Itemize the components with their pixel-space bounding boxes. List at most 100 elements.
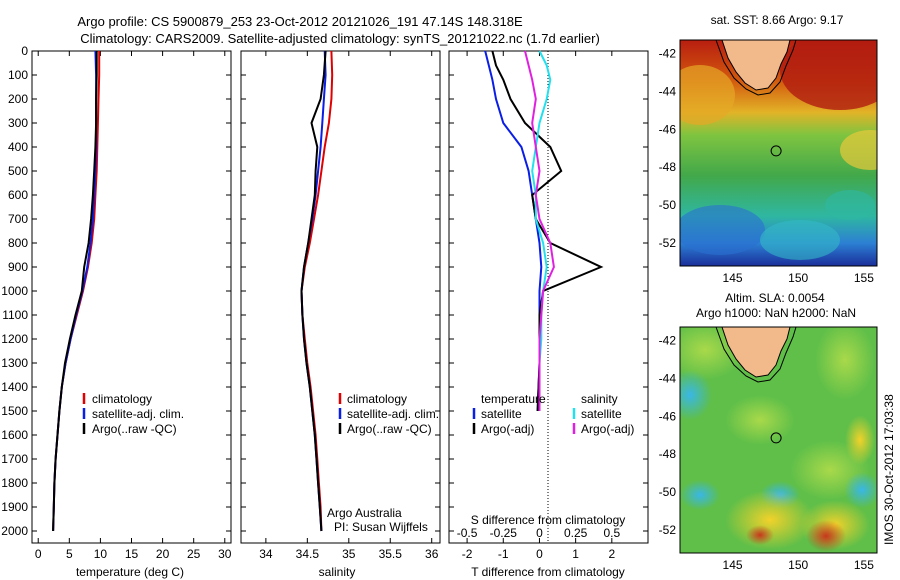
x-tick-label: 10 [94, 547, 108, 561]
x-tick-label: 20 [156, 547, 170, 561]
map-y-tick-label: -48 [659, 160, 677, 174]
series-line-salinity-argo-adj [524, 50, 555, 411]
x-tick-label: 5 [66, 547, 73, 561]
map-y-tick-label: -48 [659, 447, 677, 461]
difference-legend: temperature salinity satellite Argo(-adj… [472, 392, 634, 436]
x-tick-label: -1 [498, 547, 509, 561]
sst-map-axes [679, 39, 878, 267]
map-x-tick-label: 145 [723, 558, 743, 572]
legend-label-climatology: climatology [92, 392, 152, 406]
series-line-argo-raw-qc [300, 50, 327, 532]
figure-title-line2: Climatology: CARS2009. Satellite-adjuste… [80, 31, 600, 46]
map-y-tick-label: -46 [659, 122, 677, 136]
x-top-tick-label: 0.25 [564, 526, 588, 540]
y-tick-label: 900 [8, 260, 28, 274]
sla-argo-marker [770, 432, 782, 444]
x-tick-label: 0 [35, 547, 42, 561]
y-tick-label: 1300 [1, 356, 28, 370]
x-tick-label: 1 [572, 547, 579, 561]
temperature-xlabel: temperature (deg C) [76, 565, 184, 579]
salinity-annotation-line2: PI: Susan Wijffels [334, 520, 428, 534]
x-top-tick-label: 0.5 [603, 526, 620, 540]
x-tick-label: 30 [218, 547, 232, 561]
legend-header-salinity: salinity [581, 392, 618, 406]
shelf-contour [715, 40, 797, 96]
map-y-tick-label: -50 [659, 198, 677, 212]
legend-label-argo: Argo(..raw -QC) [347, 422, 432, 436]
map-y-tick-label: -44 [659, 84, 677, 98]
series-line-argo-raw-qc [52, 51, 98, 532]
y-tick-label: 200 [8, 92, 28, 106]
legend-label-temp-satellite: satellite [481, 407, 522, 421]
x-tick-label: 0 [536, 547, 543, 561]
y-tick-label: 1400 [1, 380, 28, 394]
map-y-tick-label: -42 [659, 46, 677, 60]
salinity-axes [240, 50, 441, 544]
map-x-tick-label: 150 [788, 558, 808, 572]
x-tick-label: 34 [259, 547, 273, 561]
x-tick-label: -2 [462, 547, 473, 561]
map-y-tick-label: -46 [659, 409, 677, 423]
legend-label-temp-argo: Argo(-adj) [481, 422, 534, 436]
legend-label-satellite: satellite-adj. clim. [347, 407, 439, 421]
sst-map-title: sat. SST: 8.66 Argo: 9.17 [711, 13, 844, 27]
y-tick-label: 1200 [1, 332, 28, 346]
series-layer [52, 50, 604, 532]
sst-argo-marker [770, 145, 782, 157]
x-tick-label: 15 [125, 547, 139, 561]
x-tick-label: 35 [342, 547, 356, 561]
map-x-tick-label: 155 [854, 271, 874, 285]
map-x-tick-label: 150 [788, 271, 808, 285]
sla-map-subtitle: Argo h1000: NaN h2000: NaN [696, 306, 856, 320]
x-top-tick-label: -0.25 [490, 526, 518, 540]
x-tick-label: 2 [608, 547, 615, 561]
salinity-annotation-line1: Argo Australia [327, 506, 402, 520]
y-tick-label: 2000 [1, 524, 28, 538]
y-tick-label: 400 [8, 140, 28, 154]
y-tick-label: 1000 [1, 284, 28, 298]
imos-side-label: IMOS 30-Oct-2012 17:03:38 [882, 394, 896, 545]
legend-label-climatology: climatology [347, 392, 407, 406]
y-tick-label: 100 [8, 68, 28, 82]
y-tick-label: 1800 [1, 476, 28, 490]
difference-xlabel-top: S difference from climatology [471, 513, 626, 527]
salinity-xlabel: salinity [319, 565, 356, 579]
tasmania-coast [721, 40, 791, 91]
y-tick-label: 800 [8, 236, 28, 250]
legend-label-satellite: satellite-adj. clim. [92, 407, 184, 421]
axes-layer: 0 5 10 15 20 25 300100200300400500600700800900… [1, 44, 874, 572]
shelf-contour [715, 327, 797, 383]
legend-label-sal-argo: Argo(-adj) [581, 422, 634, 436]
y-tick-label: 1100 [2, 308, 28, 322]
map-y-tick-label: -50 [659, 485, 677, 499]
y-tick-label: 700 [8, 212, 28, 226]
y-tick-label: 300 [8, 116, 28, 130]
figure-title-line1: Argo profile: CS 5900879_253 23-Oct-2012… [77, 14, 523, 29]
map-y-tick-label: -44 [659, 371, 677, 385]
y-tick-label: 1900 [1, 500, 28, 514]
map-y-tick-label: -52 [659, 523, 677, 537]
y-tick-label: 0 [21, 44, 28, 58]
sst-map-image [680, 40, 877, 266]
x-tick-label: 35.5 [379, 547, 403, 561]
sla-map-image [680, 327, 877, 553]
legend-header-temperature: temperature [481, 392, 546, 406]
map-x-tick-label: 155 [854, 558, 874, 572]
map-y-tick-label: -42 [659, 333, 677, 347]
y-tick-label: 500 [8, 164, 28, 178]
y-tick-label: 1700 [1, 452, 28, 466]
x-top-tick-label: 0 [536, 526, 543, 540]
y-tick-label: 1500 [1, 404, 28, 418]
difference-xlabel: T difference from climatology [471, 565, 625, 579]
salinity-legend: climatology satellite-adj. clim. Argo(..… [338, 392, 439, 436]
legend-label-sal-satellite: satellite [581, 407, 622, 421]
x-tick-label: 36 [425, 547, 439, 561]
map-y-tick-label: -52 [659, 236, 677, 250]
sla-map-axes [679, 326, 878, 554]
legend-label-argo: Argo(..raw -QC) [92, 422, 177, 436]
tasmania-coast [721, 327, 791, 378]
x-tick-label: 25 [187, 547, 201, 561]
y-tick-label: 1600 [1, 428, 28, 442]
x-tick-label: 34.5 [296, 547, 320, 561]
